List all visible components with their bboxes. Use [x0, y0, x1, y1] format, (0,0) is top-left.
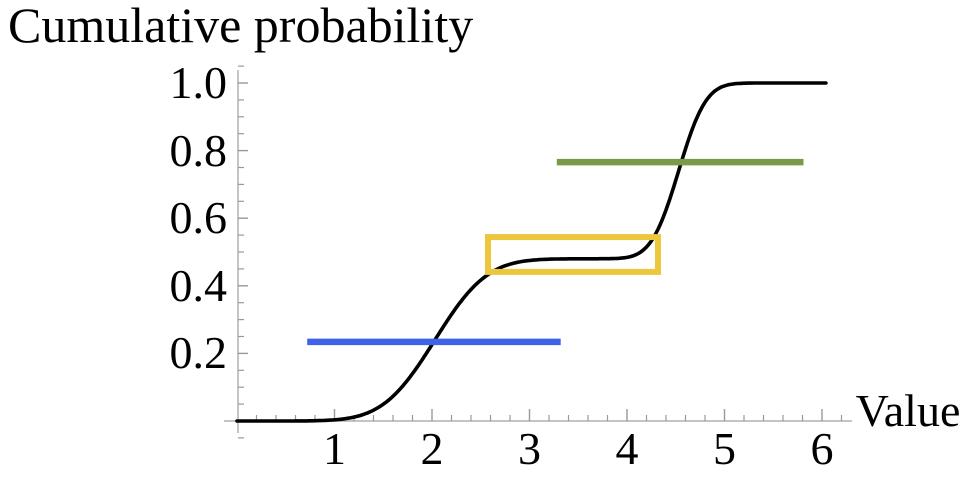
x-axis-label: Value	[855, 385, 961, 436]
x-tick-label: 1	[323, 423, 346, 474]
y-tick-label: 0.6	[169, 192, 228, 244]
cumulative-distribution-curve	[235, 81, 828, 423]
x-tick-label: 5	[713, 423, 736, 474]
x-tick-label: 2	[420, 423, 444, 474]
yellow-highlight-box	[485, 234, 661, 275]
y-tick-label: 0.4	[169, 259, 228, 311]
y-tick-label: 0.2	[169, 327, 228, 379]
chart-title: Cumulative probability	[8, 0, 474, 53]
x-tick-label: 4	[615, 423, 639, 474]
y-tick-label: 0.8	[169, 124, 228, 176]
x-tick-label: 3	[518, 423, 541, 474]
x-tick-label: 6	[810, 423, 834, 474]
y-tick-label: 1.0	[169, 57, 228, 108]
